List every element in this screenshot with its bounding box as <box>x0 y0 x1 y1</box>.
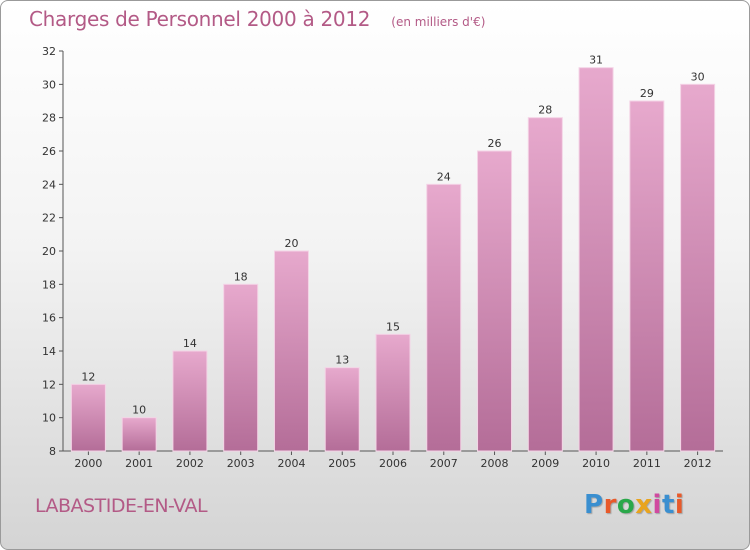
data-label-2010: 31 <box>589 54 603 67</box>
x-tick-label: 2009 <box>531 457 559 470</box>
data-label-2006: 15 <box>386 320 400 333</box>
data-label-2012: 30 <box>691 70 705 83</box>
x-tick-label: 2012 <box>684 457 712 470</box>
y-tick-label: 32 <box>42 45 56 58</box>
chart-subtitle: (en milliers d'€) <box>391 15 486 29</box>
x-tick-label: 2005 <box>328 457 356 470</box>
x-tick-label: 2011 <box>633 457 661 470</box>
bar-2007 <box>426 183 462 452</box>
label-layer: 12 10 14 18 20 13 15 24 26 28 31 29 30 <box>81 54 704 417</box>
x-tick-label: 2001 <box>125 457 153 470</box>
bar-2005 <box>324 367 360 452</box>
bar-2011 <box>629 100 665 452</box>
bar-layer <box>70 67 716 452</box>
x-tick-label: 2003 <box>227 457 255 470</box>
data-label-2000: 12 <box>81 370 95 383</box>
data-label-2001: 10 <box>132 404 146 417</box>
y-tick-label: 10 <box>42 412 56 425</box>
chart-title: Charges de Personnel 2000 à 2012 <box>29 7 371 31</box>
logo-letter: t <box>661 490 675 520</box>
bar-2010 <box>578 67 614 452</box>
bar-2009 <box>527 117 563 452</box>
y-tick-label: 26 <box>42 145 56 158</box>
bar-2002 <box>172 350 208 452</box>
data-label-2008: 26 <box>488 137 502 150</box>
bar-2000 <box>70 383 106 452</box>
x-tick-label: 2010 <box>582 457 610 470</box>
x-tick-label: 2000 <box>74 457 102 470</box>
title-row: Charges de Personnel 2000 à 2012 (en mil… <box>29 7 485 31</box>
data-label-2011: 29 <box>640 87 654 100</box>
data-label-2002: 14 <box>183 337 197 350</box>
x-tick-label: 2002 <box>176 457 204 470</box>
y-tick-label: 8 <box>49 445 56 458</box>
bar-2008 <box>477 150 513 452</box>
y-tick-label: 18 <box>42 278 56 291</box>
data-label-2004: 20 <box>284 237 298 250</box>
bar-2003 <box>223 283 259 452</box>
proxiti-logo[interactable]: Proxiti <box>584 490 684 520</box>
y-tick-label: 14 <box>42 345 56 358</box>
data-label-2007: 24 <box>437 170 451 183</box>
bar-2012 <box>680 83 716 452</box>
data-label-2003: 18 <box>234 270 248 283</box>
y-tick-label: 30 <box>42 78 56 91</box>
commune-name: LABASTIDE-EN-VAL <box>35 495 208 517</box>
logo-letter: r <box>603 490 617 520</box>
bar-2001 <box>121 417 157 452</box>
bar-2004 <box>273 250 309 452</box>
y-tick-label: 28 <box>42 112 56 125</box>
bar-2006 <box>375 333 411 452</box>
y-tick-label: 12 <box>42 378 56 391</box>
y-tick-label: 16 <box>42 312 56 325</box>
logo-letter: i <box>674 490 685 520</box>
x-tick-label: 2006 <box>379 457 407 470</box>
x-tick-label: 2004 <box>277 457 305 470</box>
axis-layer: 8 10 12 14 16 18 20 22 24 26 28 30 32 2000 2001 2002 200… <box>42 45 723 470</box>
y-tick-label: 20 <box>42 245 56 258</box>
data-label-2005: 13 <box>335 354 349 367</box>
logo-letter: i <box>652 490 662 520</box>
logo-letter: x <box>635 490 653 520</box>
data-label-2009: 28 <box>538 104 552 117</box>
logo-letter: o <box>616 490 636 520</box>
y-tick-label: 24 <box>42 178 56 191</box>
y-tick-label: 22 <box>42 212 56 225</box>
x-tick-label: 2007 <box>430 457 458 470</box>
logo-letter: P <box>584 490 604 520</box>
x-tick-label: 2008 <box>481 457 509 470</box>
